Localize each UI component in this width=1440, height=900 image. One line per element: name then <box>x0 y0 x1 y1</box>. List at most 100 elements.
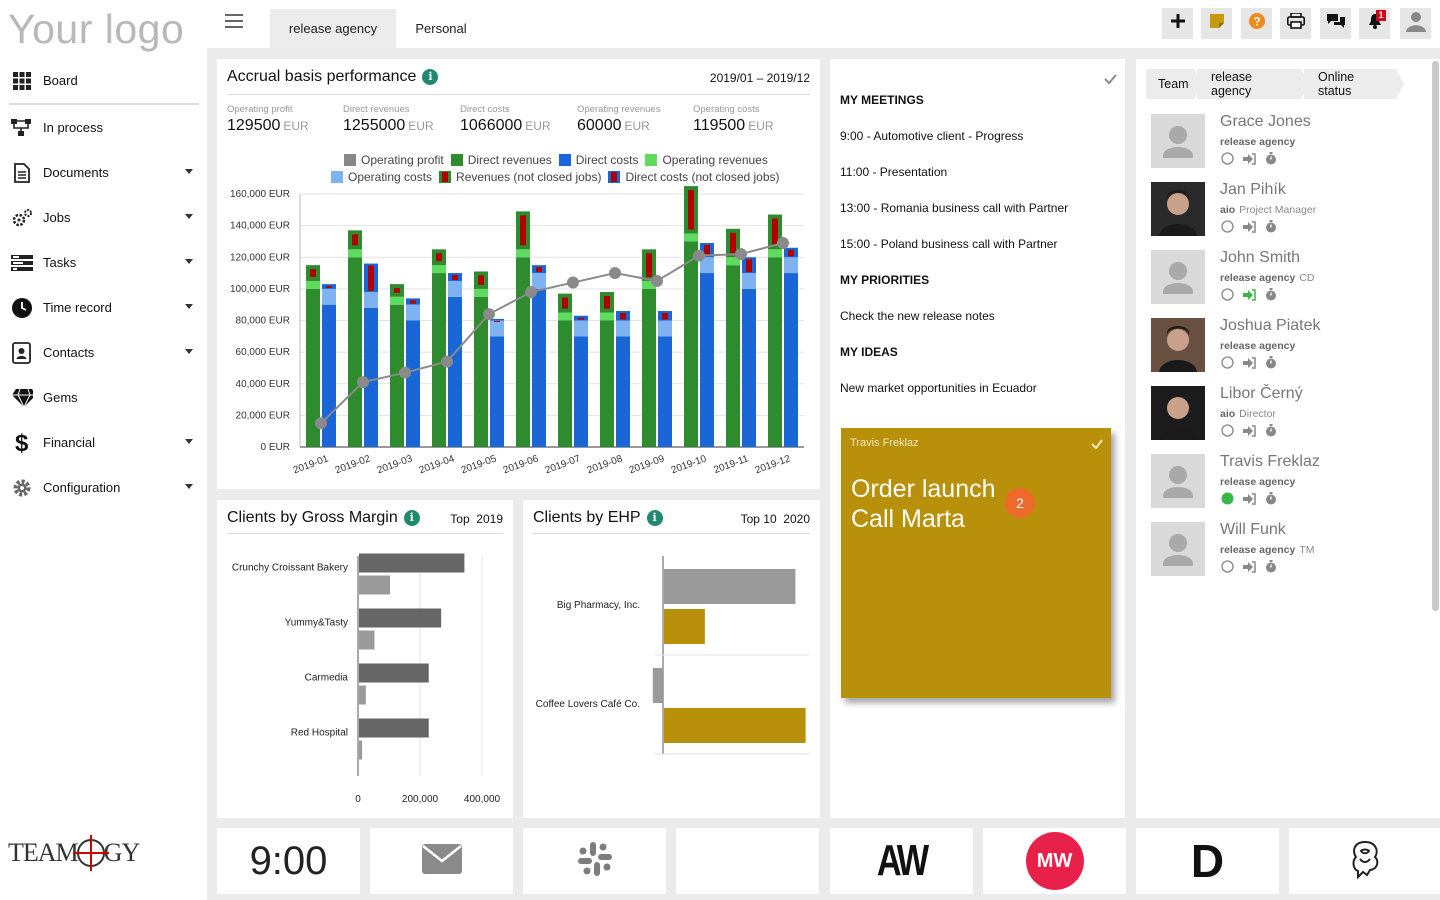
operating-profit-point[interactable] <box>651 274 663 287</box>
gross-margin-bar[interactable] <box>359 718 429 738</box>
info-icon[interactable]: i <box>422 68 439 85</box>
gross-margin-bar[interactable] <box>359 553 465 573</box>
direct-cost-bar[interactable] <box>574 336 588 447</box>
bell-button[interactable]: 1 <box>1359 8 1390 39</box>
operating-revenue-bar[interactable] <box>516 249 530 258</box>
operating-revenue-bar[interactable] <box>642 280 656 289</box>
operating-cost-bar[interactable] <box>784 257 798 274</box>
chevron-down-icon[interactable] <box>185 259 193 264</box>
mail-tile[interactable] <box>370 828 513 894</box>
team-member[interactable]: Travis Freklaz release agency <box>1151 453 1431 509</box>
tab-release-agency[interactable]: release agency <box>270 9 396 48</box>
legend-item[interactable]: Direct costs (not closed jobs) <box>608 170 780 184</box>
member-name[interactable]: Jan Pihík <box>1220 181 1286 198</box>
sidebar-item-tasks[interactable]: Tasks <box>0 240 207 285</box>
sidebar-item-documents[interactable]: Documents <box>0 150 207 195</box>
help-button[interactable]: ? <box>1241 8 1272 39</box>
operating-profit-point[interactable] <box>315 417 327 430</box>
sidebar-item-time-record[interactable]: Time record <box>0 285 207 330</box>
clock-tile[interactable]: 9:00 <box>217 828 360 894</box>
notes-item[interactable]: 9:00 - Automotive client - Progress <box>840 129 1024 143</box>
member-name[interactable]: Libor Černý <box>1220 385 1303 402</box>
team-member[interactable]: Grace Jones release agency <box>1151 113 1431 169</box>
operating-cost-bar[interactable] <box>322 288 336 305</box>
avatar[interactable] <box>1151 318 1205 372</box>
operating-revenue-bar[interactable] <box>348 249 362 258</box>
aw-tile[interactable]: AW <box>830 828 973 894</box>
direct-revenue-bar[interactable] <box>306 288 320 447</box>
operating-profit-point[interactable] <box>609 267 621 280</box>
plus-button[interactable] <box>1162 8 1193 39</box>
operating-revenue-bar[interactable] <box>726 257 740 266</box>
breadcrumb-item[interactable]: Online status <box>1304 69 1404 99</box>
empty-tile[interactable] <box>676 828 819 894</box>
d-tile[interactable]: D <box>1136 828 1279 894</box>
direct-revenue-bar[interactable] <box>390 304 404 447</box>
direct-revenue-bar[interactable] <box>558 320 572 448</box>
sidebar-item-board[interactable]: Board <box>0 58 207 103</box>
operating-cost-bar[interactable] <box>364 292 378 308</box>
operating-profit-point[interactable] <box>441 355 453 368</box>
operating-profit-point[interactable] <box>483 308 495 321</box>
direct-cost-bar[interactable] <box>784 273 798 447</box>
sticky-note[interactable]: Travis Freklaz Order launch Call Marta 2 <box>841 428 1111 698</box>
team-member[interactable]: Libor Černý aio Director <box>1151 385 1431 441</box>
chevron-down-icon[interactable] <box>185 484 193 489</box>
chevron-down-icon[interactable] <box>185 214 193 219</box>
notes-item[interactable]: 13:00 - Romania business call with Partn… <box>840 201 1069 215</box>
notes-item[interactable]: 15:00 - Poland business call with Partne… <box>840 237 1058 251</box>
member-name[interactable]: Grace Jones <box>1220 113 1311 130</box>
sidebar-item-in-process[interactable]: In process <box>0 105 207 150</box>
direct-revenue-bar[interactable] <box>516 257 530 447</box>
operating-cost-bar[interactable] <box>490 320 504 337</box>
breadcrumb-item[interactable]: Team <box>1146 69 1202 99</box>
legend-item[interactable]: Direct revenues <box>450 153 552 167</box>
ehp-bar[interactable] <box>664 569 796 604</box>
gross-margin-bar-secondary[interactable] <box>359 630 375 650</box>
user-button[interactable] <box>1400 8 1431 39</box>
info-icon[interactable]: i <box>403 509 420 526</box>
legend-item[interactable]: Operating profit <box>344 153 444 167</box>
lion-tile[interactable] <box>1289 828 1440 894</box>
info-icon[interactable]: i <box>646 509 663 526</box>
operating-revenue-bar[interactable] <box>432 265 446 274</box>
operating-revenue-bar[interactable] <box>768 249 782 258</box>
team-member[interactable]: Will Funk release agency TM <box>1151 521 1431 577</box>
operating-revenue-bar[interactable] <box>684 233 698 242</box>
gross-margin-bar-secondary[interactable] <box>359 685 366 705</box>
direct-revenue-bar[interactable] <box>726 265 740 447</box>
operating-cost-bar[interactable] <box>742 273 756 289</box>
operating-revenue-bar[interactable] <box>474 288 488 297</box>
direct-revenue-bar[interactable] <box>642 288 656 447</box>
operating-revenue-bar[interactable] <box>390 296 404 305</box>
chevron-down-icon[interactable] <box>185 304 193 309</box>
notes-item[interactable]: 11:00 - Presentation <box>840 165 948 179</box>
notes-item[interactable]: New market opportunities in Ecuador <box>840 381 1037 395</box>
direct-cost-bar[interactable] <box>406 320 420 448</box>
operating-cost-bar[interactable] <box>658 320 672 337</box>
print-button[interactable] <box>1280 8 1311 39</box>
operating-profit-point[interactable] <box>357 376 369 389</box>
direct-cost-not-closed-bar[interactable] <box>490 318 504 321</box>
operating-revenue-bar[interactable] <box>600 312 614 321</box>
legend-item[interactable]: Operating costs <box>331 170 432 184</box>
direct-cost-bar[interactable] <box>742 288 756 447</box>
legend-item[interactable]: Operating revenues <box>645 153 768 167</box>
avatar[interactable] <box>1151 250 1205 304</box>
slack-tile[interactable] <box>523 828 666 894</box>
direct-revenue-bar[interactable] <box>474 296 488 447</box>
sidebar-item-configuration[interactable]: Configuration <box>0 465 207 510</box>
sidebar-item-financial[interactable]: $ Financial <box>0 420 207 465</box>
gross-margin-bar-secondary[interactable] <box>359 575 390 595</box>
team-member[interactable]: John Smith release agency CD <box>1151 249 1431 305</box>
direct-revenue-bar[interactable] <box>684 241 698 447</box>
direct-cost-bar[interactable] <box>658 336 672 447</box>
tab-personal[interactable]: Personal <box>415 21 467 36</box>
operating-profit-point[interactable] <box>777 237 789 250</box>
direct-revenue-bar[interactable] <box>768 257 782 447</box>
chevron-down-icon[interactable] <box>185 169 193 174</box>
avatar[interactable] <box>1151 182 1205 236</box>
gross-margin-bar-secondary[interactable] <box>359 740 363 760</box>
sticky-note-button[interactable] <box>1201 8 1232 39</box>
direct-revenue-bar[interactable] <box>600 320 614 448</box>
